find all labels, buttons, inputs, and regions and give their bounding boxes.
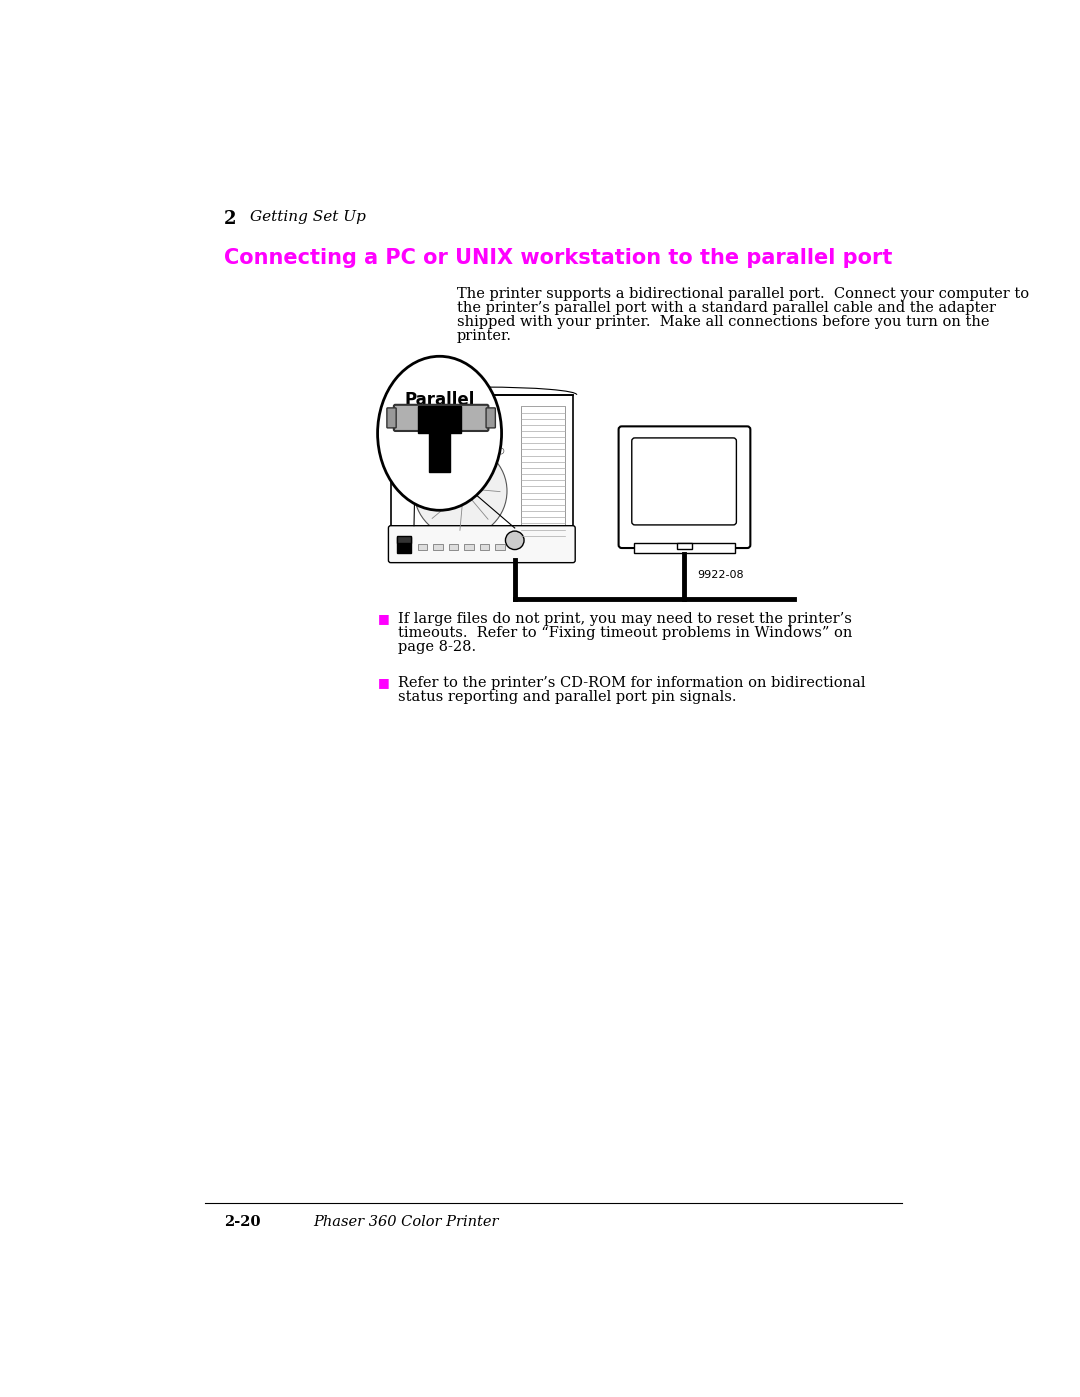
FancyBboxPatch shape [486, 408, 496, 427]
Ellipse shape [378, 356, 501, 510]
Bar [677, 542, 692, 549]
Text: Connecting a PC or UNIX workstation to the parallel port: Connecting a PC or UNIX workstation to t… [225, 249, 892, 268]
Text: The printer supports a bidirectional parallel port.  Connect your computer to: The printer supports a bidirectional par… [457, 286, 1029, 300]
Bar [464, 545, 474, 550]
Bar [397, 535, 410, 543]
FancyBboxPatch shape [389, 525, 576, 563]
FancyBboxPatch shape [394, 405, 488, 432]
Bar [418, 407, 461, 433]
Text: the printer’s parallel port with a standard parallel cable and the adapter: the printer’s parallel port with a stand… [457, 300, 996, 314]
Bar [480, 545, 489, 550]
Text: 2: 2 [225, 210, 237, 228]
Bar [429, 426, 450, 472]
Circle shape [414, 444, 507, 538]
Bar [418, 545, 428, 550]
FancyBboxPatch shape [391, 395, 572, 556]
FancyBboxPatch shape [619, 426, 751, 548]
Circle shape [498, 448, 504, 454]
FancyBboxPatch shape [387, 408, 396, 427]
Text: ■: ■ [378, 612, 389, 624]
Text: Phaser 360 Color Printer: Phaser 360 Color Printer [313, 1215, 499, 1229]
Bar [634, 543, 734, 553]
Text: shipped with your printer.  Make all connections before you turn on the: shipped with your printer. Make all conn… [457, 314, 989, 328]
Circle shape [498, 528, 504, 534]
Bar [449, 545, 458, 550]
Circle shape [417, 528, 423, 534]
Text: 9922-08: 9922-08 [697, 570, 743, 580]
Text: ■: ■ [378, 676, 389, 689]
Circle shape [505, 531, 524, 549]
Text: printer.: printer. [457, 328, 512, 342]
Text: If large files do not print, you may need to reset the printer’s: If large files do not print, you may nee… [399, 612, 852, 626]
Bar [433, 545, 443, 550]
Text: timeouts.  Refer to “Fixing timeout problems in Windows” on: timeouts. Refer to “Fixing timeout probl… [399, 626, 853, 640]
Text: 2-20: 2-20 [225, 1215, 260, 1229]
Text: Parallel: Parallel [404, 391, 475, 409]
Text: status reporting and parallel port pin signals.: status reporting and parallel port pin s… [399, 690, 737, 704]
FancyBboxPatch shape [632, 437, 737, 525]
Bar [521, 407, 565, 545]
Text: Getting Set Up: Getting Set Up [249, 210, 365, 224]
Bar [496, 545, 504, 550]
Bar [397, 538, 410, 553]
Text: Refer to the printer’s CD-ROM for information on bidirectional: Refer to the printer’s CD-ROM for inform… [399, 676, 866, 690]
Text: page 8-28.: page 8-28. [399, 640, 476, 654]
Circle shape [417, 448, 423, 454]
